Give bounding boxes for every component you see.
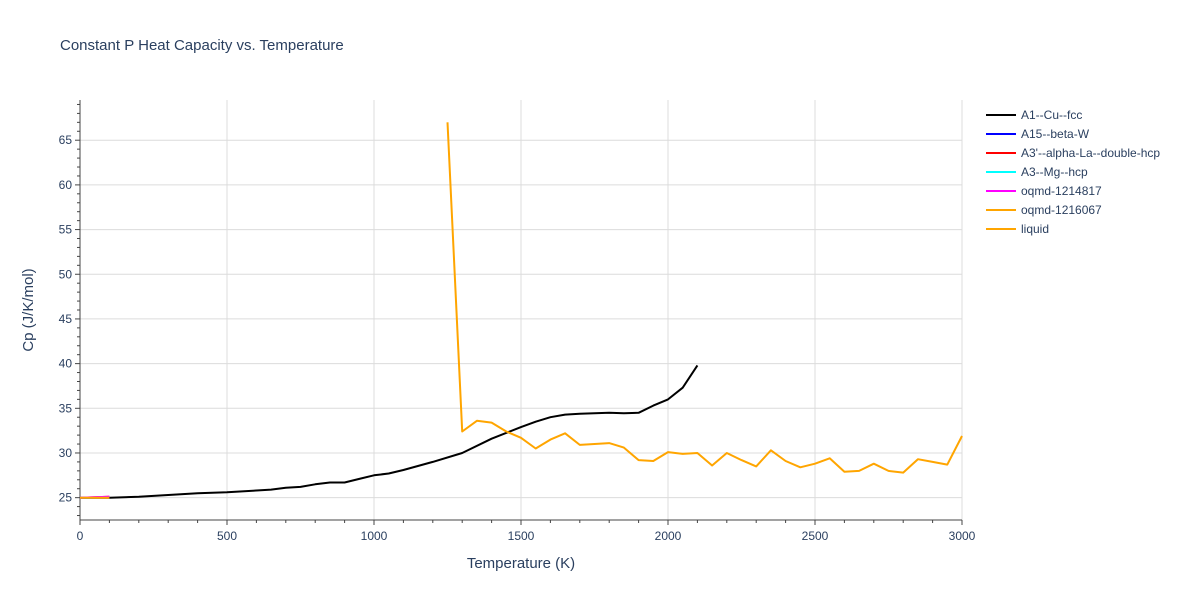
x-tick-label: 0 <box>77 529 84 543</box>
y-tick-label: 50 <box>59 267 73 281</box>
legend-item[interactable]: oqmd-1214817 <box>986 184 1102 198</box>
x-axis-title: Temperature (K) <box>467 555 575 572</box>
legend-label: oqmd-1216067 <box>1021 203 1102 217</box>
y-axis-title: Cp (J/K/mol) <box>20 268 37 351</box>
x-tick-label: 500 <box>217 529 237 543</box>
y-tick-label: 65 <box>59 133 73 147</box>
y-tick-label: 45 <box>59 312 73 326</box>
legend-item[interactable]: A3--Mg--hcp <box>986 165 1088 179</box>
legend-item[interactable]: A15--beta-W <box>986 127 1090 141</box>
series-lines <box>79 122 963 499</box>
x-tick-label: 3000 <box>949 529 976 543</box>
legend-label: oqmd-1214817 <box>1021 184 1102 198</box>
series-line-a1-cu-fcc <box>80 364 699 499</box>
chart-title: Constant P Heat Capacity vs. Temperature <box>60 37 344 54</box>
legend-item[interactable]: A1--Cu--fcc <box>986 108 1082 122</box>
axes: 0 500 1000 1500 2000 2500 3000 25 30 35 40 45 50 55 60… <box>59 100 976 543</box>
y-tick-label: 55 <box>59 223 73 237</box>
legend-item[interactable]: oqmd-1216067 <box>986 203 1102 217</box>
legend-item[interactable]: liquid <box>986 222 1049 236</box>
x-tick-label: 2000 <box>655 529 682 543</box>
grid-lines <box>80 100 963 520</box>
y-tick-label: 30 <box>59 446 73 460</box>
series-line-liquid <box>446 122 963 474</box>
y-tick-label: 60 <box>59 178 73 192</box>
y-tick-label: 40 <box>59 357 73 371</box>
y-tick-label: 25 <box>59 491 73 505</box>
legend-label: A1--Cu--fcc <box>1021 108 1082 122</box>
legend-label: liquid <box>1021 222 1049 236</box>
legend-item[interactable]: A3'--alpha-La--double-hcp <box>986 146 1160 160</box>
x-tick-label: 2500 <box>802 529 829 543</box>
legend[interactable]: A1--Cu--fcc A15--beta-W A3'--alpha-La--dou… <box>986 108 1160 236</box>
x-tick-label: 1000 <box>361 529 388 543</box>
legend-label: A15--beta-W <box>1021 127 1090 141</box>
legend-label: A3'--alpha-La--double-hcp <box>1021 146 1160 160</box>
legend-label: A3--Mg--hcp <box>1021 165 1088 179</box>
x-tick-label: 1500 <box>508 529 535 543</box>
y-tick-label: 35 <box>59 401 73 415</box>
